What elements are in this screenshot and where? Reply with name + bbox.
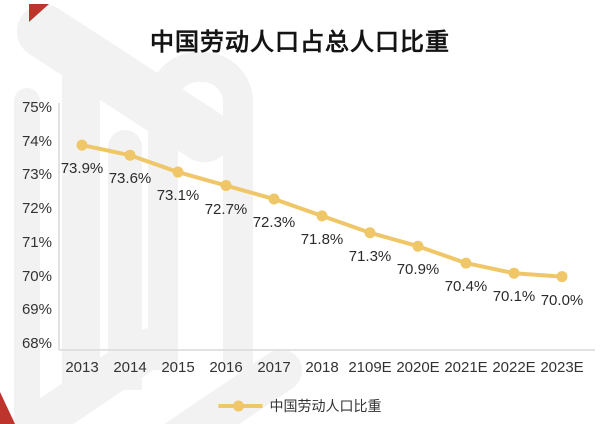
y-axis-tick-label: 74% — [21, 132, 52, 150]
data-point-marker — [76, 139, 88, 151]
y-axis-tick-label: 68% — [21, 334, 52, 352]
data-point-marker — [124, 149, 136, 161]
y-axis-tick-label: 73% — [21, 166, 52, 184]
data-point-marker — [556, 271, 568, 283]
data-point-label: 70.0% — [540, 291, 584, 309]
data-point-label: 70.4% — [444, 278, 488, 296]
x-axis-category-label: 2023E — [540, 359, 584, 376]
x-axis-category-label: 2018 — [305, 359, 339, 376]
data-point-label: 70.1% — [492, 288, 536, 306]
data-point-label: 71.8% — [300, 230, 344, 248]
data-point-marker — [316, 210, 328, 222]
data-point-marker — [220, 180, 232, 192]
x-axis-category-label: 2022E — [492, 359, 536, 376]
data-point-label: 70.9% — [396, 261, 440, 279]
data-point-marker — [364, 227, 376, 239]
data-point-label: 71.3% — [348, 247, 392, 265]
data-point-marker — [508, 267, 520, 279]
data-point-marker — [412, 240, 424, 252]
x-axis-category-label: 2014 — [113, 359, 147, 376]
data-point-label: 73.9% — [60, 160, 104, 178]
x-axis-category-label: 2017 — [257, 359, 291, 376]
legend: 中国劳动人口比重 — [218, 396, 382, 416]
data-point-label: 73.6% — [108, 170, 152, 188]
data-point-label: 72.3% — [252, 214, 296, 232]
watermark-bar-shape — [14, 88, 40, 424]
x-axis-category-label: 2015 — [161, 359, 195, 376]
x-axis-category-label: 2013 — [65, 359, 99, 376]
y-axis-tick-label: 70% — [21, 267, 52, 285]
chart-title: 中国劳动人口占总人口比重 — [150, 29, 450, 56]
x-axis-category-label: 2016 — [209, 359, 243, 376]
data-point-marker — [172, 166, 184, 178]
y-axis-tick-label: 69% — [21, 301, 52, 319]
legend-label: 中国劳动人口比重 — [269, 398, 382, 414]
x-axis-category-label: 2020E — [396, 359, 440, 376]
data-point-label: 72.7% — [204, 200, 248, 218]
legend-line-marker-icon — [218, 400, 263, 412]
data-point-marker — [460, 257, 472, 269]
watermark-bar-shape — [62, 60, 100, 390]
data-point-marker — [268, 193, 280, 205]
y-axis-tick-label: 75% — [21, 99, 52, 116]
y-axis-tick-label: 72% — [21, 200, 52, 218]
x-axis-category-label: 2109E — [348, 359, 392, 376]
y-axis-tick-label: 71% — [21, 233, 52, 251]
x-axis-category-label: 2021E — [444, 359, 488, 376]
data-point-label: 73.1% — [156, 187, 200, 205]
